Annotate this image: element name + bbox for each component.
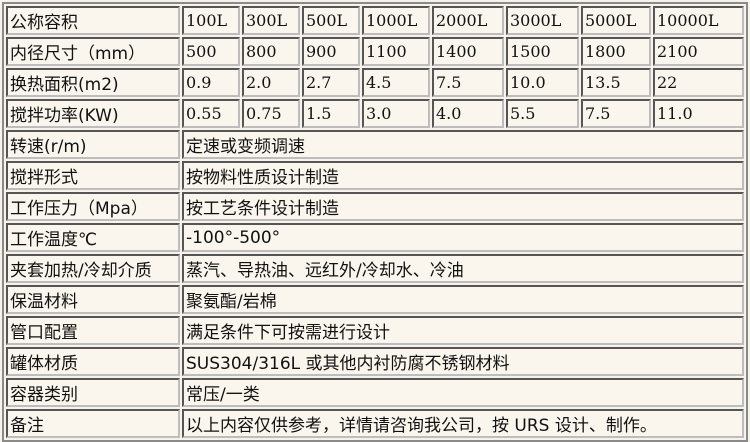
spec-value: 900	[302, 37, 360, 66]
spec-row: 搅拌功率(KW) 0.55 0.75 1.5 3.0 4.0 5.5 7.5 11.0	[6, 99, 744, 128]
spec-value: 13.5	[581, 68, 651, 97]
spec-value: 3.0	[362, 99, 430, 128]
spec-value: 1000L	[362, 6, 430, 35]
row-label: 转速(r/m)	[6, 130, 180, 159]
spec-value: 7.5	[581, 99, 651, 128]
row-label: 换热面积(m2)	[6, 68, 180, 97]
info-value: 按物料性质设计制造	[182, 161, 744, 190]
spec-value: 500L	[302, 6, 360, 35]
spec-value: 500	[182, 37, 240, 66]
spec-value: 3000L	[506, 6, 579, 35]
info-value: -100°-500°	[182, 223, 744, 252]
spec-value: 0.55	[182, 99, 240, 128]
info-value: 以上内容仅供参考，详情请咨询我公司，按 URS 设计、制作。	[182, 409, 744, 438]
row-label: 管口配置	[6, 316, 180, 345]
spec-value: 2.0	[242, 68, 300, 97]
spec-value: 4.5	[362, 68, 430, 97]
info-value: 常压/一类	[182, 378, 744, 407]
row-label: 公称容积	[6, 6, 180, 35]
spec-value: 5.5	[506, 99, 579, 128]
spec-value: 100L	[182, 6, 240, 35]
info-value: 按工艺条件设计制造	[182, 192, 744, 221]
row-label: 工作温度℃	[6, 223, 180, 252]
spec-row: 内径尺寸（mm） 500 800 900 1100 1400 1500 1800 2100	[6, 37, 744, 66]
info-value: 蒸汽、导热油、远红外/冷却水、冷油	[182, 254, 744, 283]
info-row: 备注 以上内容仅供参考，详情请咨询我公司，按 URS 设计、制作。	[6, 409, 744, 438]
spec-row: 公称容积 100L 300L 500L 1000L 2000L 3000L 5000L 1000…	[6, 6, 744, 35]
row-label: 搅拌形式	[6, 161, 180, 190]
info-row: 转速(r/m) 定速或变频调速	[6, 130, 744, 159]
info-value: 满足条件下可按需进行设计	[182, 316, 744, 345]
info-row: 管口配置 满足条件下可按需进行设计	[6, 316, 744, 345]
spec-value: 1.5	[302, 99, 360, 128]
spec-value: 7.5	[432, 68, 504, 97]
info-row: 罐体材质 SUS304/316L 或其他内衬防腐不锈钢材料	[6, 347, 744, 376]
spec-value: 2000L	[432, 6, 504, 35]
spec-value: 1400	[432, 37, 504, 66]
spec-value: 800	[242, 37, 300, 66]
spec-value: 0.9	[182, 68, 240, 97]
row-label: 罐体材质	[6, 347, 180, 376]
spec-value: 0.75	[242, 99, 300, 128]
spec-value: 10000L	[653, 6, 744, 35]
row-label: 工作压力（Mpa）	[6, 192, 180, 221]
spec-value: 11.0	[653, 99, 744, 128]
info-row: 搅拌形式 按物料性质设计制造	[6, 161, 744, 190]
info-row: 工作压力（Mpa） 按工艺条件设计制造	[6, 192, 744, 221]
spec-value: 2100	[653, 37, 744, 66]
info-value: SUS304/316L 或其他内衬防腐不锈钢材料	[182, 347, 744, 376]
info-row: 容器类别 常压/一类	[6, 378, 744, 407]
spec-value: 10.0	[506, 68, 579, 97]
info-row: 保温材料 聚氨酯/岩棉	[6, 285, 744, 314]
row-label: 保温材料	[6, 285, 180, 314]
spec-value: 22	[653, 68, 744, 97]
spec-value: 2.7	[302, 68, 360, 97]
spec-value: 1100	[362, 37, 430, 66]
spec-value: 4.0	[432, 99, 504, 128]
info-value: 聚氨酯/岩棉	[182, 285, 744, 314]
row-label: 夹套加热/冷却介质	[6, 254, 180, 283]
spec-row: 换热面积(m2) 0.9 2.0 2.7 4.5 7.5 10.0 13.5 22	[6, 68, 744, 97]
row-label: 容器类别	[6, 378, 180, 407]
info-row: 工作温度℃ -100°-500°	[6, 223, 744, 252]
spec-value: 300L	[242, 6, 300, 35]
info-value: 定速或变频调速	[182, 130, 744, 159]
row-label: 内径尺寸（mm）	[6, 37, 180, 66]
spec-value: 5000L	[581, 6, 651, 35]
row-label: 备注	[6, 409, 180, 438]
row-label: 搅拌功率(KW)	[6, 99, 180, 128]
spec-value: 1500	[506, 37, 579, 66]
info-row: 夹套加热/冷却介质 蒸汽、导热油、远红外/冷却水、冷油	[6, 254, 744, 283]
spec-value: 1800	[581, 37, 651, 66]
